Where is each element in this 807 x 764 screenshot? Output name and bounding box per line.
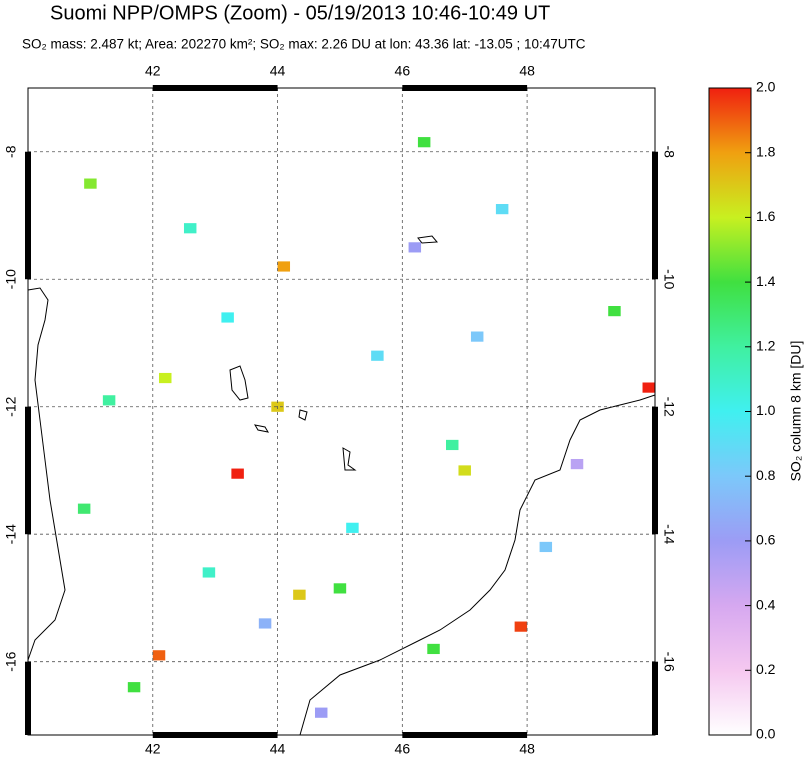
- so2-pixel: [539, 541, 553, 553]
- colorbar-gradient: [708, 87, 752, 736]
- so2-pixel: [346, 522, 359, 533]
- colorbar-tick-label: 0.2: [756, 661, 776, 677]
- so2-pixel: [258, 618, 272, 629]
- chart-subtitle: SO₂ mass: 2.487 kt; Area: 202270 km²; SO…: [22, 37, 586, 52]
- so2-pixel: [183, 223, 197, 234]
- so2-pixel: [202, 567, 216, 578]
- colorbar-tick-label: 0.0: [756, 726, 776, 742]
- y-tick-label: -14: [661, 524, 677, 544]
- y-tick-label: -12: [661, 397, 677, 417]
- coastlines: [27, 235, 656, 736]
- colorbar-tick-label: 1.4: [756, 273, 776, 289]
- colorbar-tick-label: 0.4: [756, 596, 776, 612]
- x-tick-label: 46: [395, 63, 411, 79]
- africa-coast: [27, 287, 66, 661]
- axes: 42 42 44 44 46 46 48 48 -8 -8 -10 -10 -12 -12 -14 -14 -1…: [3, 63, 678, 757]
- so2-pixel: [314, 707, 328, 718]
- y-tick-label: -10: [661, 269, 677, 289]
- so2-pixel: [159, 372, 172, 384]
- so2-pixel: [470, 331, 484, 342]
- so2-pixel: [333, 583, 347, 594]
- colorbar-tick-label: 1.8: [756, 143, 776, 159]
- colorbar-tick-label: 2.0: [756, 79, 776, 95]
- y-tick-label: -10: [3, 269, 19, 289]
- so2-pixel: [417, 137, 431, 148]
- island: [342, 447, 357, 471]
- y-tick-label: -14: [3, 524, 19, 544]
- y-tick-label: -16: [3, 651, 19, 671]
- so2-pixel: [221, 312, 234, 323]
- so2-pixel: [102, 395, 116, 406]
- x-tick-label: 48: [519, 741, 535, 757]
- so2-pixel: [371, 350, 384, 361]
- colorbar-tick-label: 1.2: [756, 338, 776, 354]
- so2-pixel: [495, 204, 509, 215]
- so2-pixel: [458, 465, 471, 476]
- x-tick-label: 42: [145, 741, 161, 757]
- colorbar-label: SO₂ column 8 km [DU]: [788, 341, 804, 482]
- colorbar-tick-label: 0.6: [756, 532, 776, 548]
- so2-pixel: [446, 439, 459, 451]
- so2-pixel: [127, 682, 141, 693]
- island: [298, 409, 308, 421]
- x-tick-label: 48: [519, 63, 535, 79]
- colorbar: 0.0 0.2 0.4 0.6 0.8 1.0 1.2 1.4 1.6 1.8 2.0: [708, 79, 776, 742]
- colorbar-tick-label: 1.6: [756, 208, 776, 224]
- y-tick-label: -8: [3, 145, 19, 158]
- map-background: [28, 88, 655, 735]
- so2-pixel: [408, 242, 422, 253]
- colorbar-tick-label: 0.8: [756, 467, 776, 483]
- colorbar-tick-label: 1.0: [756, 402, 776, 418]
- map-area: [28, 88, 655, 735]
- so2-pixel: [427, 643, 440, 655]
- so2-pixel: [514, 621, 528, 632]
- so2-pixel: [293, 589, 306, 600]
- chart-title: Suomi NPP/OMPS (Zoom) - 05/19/2013 10:46…: [50, 2, 550, 24]
- madagascar-coast: [299, 394, 656, 736]
- x-tick-label: 42: [145, 63, 161, 79]
- map-frame: [27, 87, 656, 736]
- x-tick-label: 46: [395, 741, 411, 757]
- so2-pixel: [77, 503, 91, 514]
- island: [229, 365, 249, 401]
- x-tick-label: 44: [270, 63, 286, 79]
- so2-pixel: [608, 306, 621, 317]
- island: [253, 424, 270, 433]
- so2-pixel: [84, 178, 97, 189]
- x-tick-label: 44: [270, 741, 286, 757]
- so2-pixel: [152, 650, 166, 661]
- so2-pixel: [231, 468, 244, 479]
- island: [417, 235, 439, 244]
- y-tick-label: -8: [661, 146, 677, 159]
- so2-pixel: [642, 382, 655, 393]
- y-tick-label: -16: [661, 652, 677, 672]
- so2-pixel: [570, 458, 584, 470]
- so2-pixel: [277, 261, 291, 272]
- y-tick-label: -12: [3, 396, 19, 416]
